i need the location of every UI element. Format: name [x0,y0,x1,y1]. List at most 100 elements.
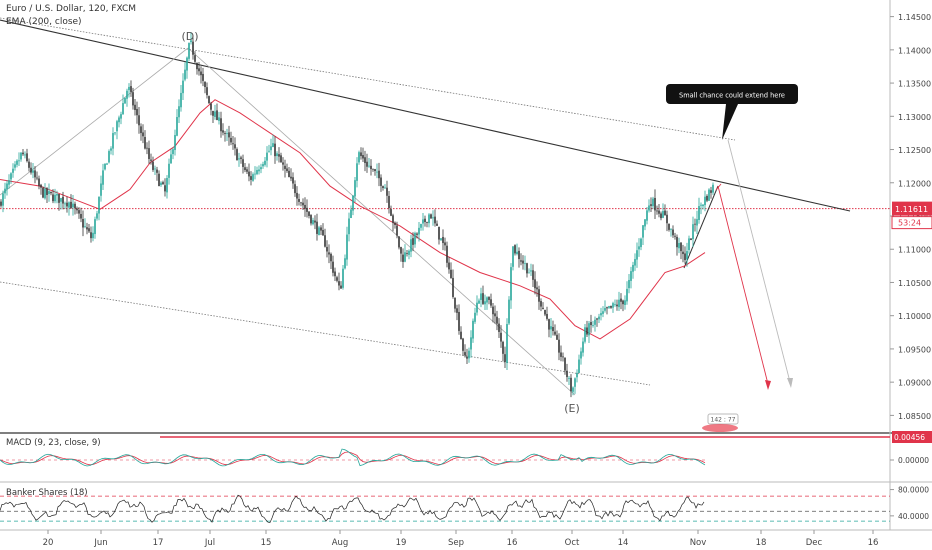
candle-body [288,170,290,178]
candle-body [426,221,428,223]
candle-body [166,177,168,193]
candle-body [102,170,104,185]
banker-title: Banker Shares (18) [6,488,88,498]
candle-body [290,176,292,179]
candle-body [344,258,346,269]
flag-icon [702,424,738,432]
candle-body [148,148,150,159]
main-trendline [0,19,851,212]
candle-body [656,210,658,212]
candle-body [20,152,22,160]
candle-body [224,133,226,134]
candle-body [322,229,324,236]
candle-body [96,213,98,219]
candle-body [586,327,588,335]
last-price-label: 1.11611 [895,205,928,214]
candle-body [12,168,14,173]
candle-body [330,253,332,262]
candle-body [366,161,368,167]
candle-body [134,104,136,111]
candle-body [40,184,42,188]
candle-body [400,247,402,254]
candle-body [420,223,422,228]
time-tick-label: 19 [396,538,407,548]
time-tick-label: 18 [756,538,767,548]
candle-body [386,187,388,196]
candle-body [422,219,424,224]
candle-body [554,331,556,335]
candle-body [700,204,702,206]
candle-body [476,302,478,313]
candle-body [304,204,306,209]
candle-body [206,87,208,96]
candle-body [74,203,76,209]
candle-body [684,253,686,261]
time-tick-label: Dec [806,538,823,548]
candle-body [92,232,94,239]
candle-body [6,183,8,190]
candle-body [390,209,392,216]
candle-body [486,297,488,303]
candle-body [340,285,342,289]
candle-body [462,338,464,351]
arrowhead-icon [765,380,771,390]
candle-body [186,57,188,71]
candle-body [198,68,200,72]
candle-body [266,152,268,161]
candle-body [204,81,206,88]
candle-body [602,311,604,314]
price-tick-label: 1.14000 [898,46,931,55]
candle-body [78,210,80,214]
candle-body [110,148,112,151]
candle-body [326,246,328,252]
candle-body [540,301,542,307]
candle-body [160,182,162,186]
candle-body [704,196,706,206]
candle-body [44,188,46,199]
candle-body [62,196,64,204]
candle-body [308,211,310,216]
candle-body [122,103,124,115]
candle-body [432,217,434,219]
candle-body [184,69,186,80]
candle-body [76,208,78,211]
candle-body [642,225,644,238]
candle-body [114,132,116,134]
candle-body [438,226,440,240]
time-tick-label: 14 [618,538,629,548]
candle-body [156,169,158,173]
candle-body [454,297,456,309]
time-tick-label: Sep [448,538,464,548]
countdown-box [891,216,932,230]
candle-body [168,163,170,178]
candle-body [150,159,152,161]
candle-body [242,159,244,167]
candle-body [58,194,60,203]
candle-body [152,161,154,170]
candle-body [398,236,400,248]
candle-body [448,262,450,270]
candle-body [306,207,308,212]
candle-body [126,90,128,99]
candle-body [404,252,406,262]
candle-body [16,160,18,165]
candle-body [136,108,138,116]
price-tick-label: 1.13500 [898,80,931,89]
candle-body [154,168,156,170]
candle-body [214,111,216,117]
candle-body [706,195,708,201]
time-tick-label: Aug [332,538,349,548]
candle-body [686,251,688,260]
candle-body [490,299,492,306]
candle-body [578,359,580,373]
candle-body [446,245,448,263]
candle-body [64,203,66,205]
candle-body [302,202,304,206]
candle-body [526,263,528,274]
candle-body [332,261,334,273]
candle-body [42,187,44,198]
last-price-box [892,201,932,216]
candle-body [500,332,502,342]
candle-body [46,188,48,195]
